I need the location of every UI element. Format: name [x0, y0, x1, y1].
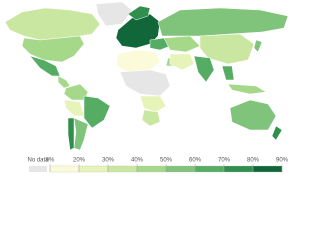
legend-swatch: [78, 165, 109, 173]
country: [199, 33, 255, 65]
country: [83, 95, 111, 129]
legend-tick-label: 80%: [247, 158, 260, 164]
legend-swatch: [194, 165, 225, 173]
country: [141, 109, 161, 127]
country: [127, 5, 151, 21]
country: [139, 95, 167, 113]
country: [57, 75, 71, 89]
country: [193, 55, 215, 83]
country: [221, 65, 235, 81]
country: [4, 7, 101, 41]
country: [163, 35, 201, 53]
legend-tick-label: 30%: [102, 158, 115, 164]
legend: No data 0% 20% 30% 40% 50% 60% 70% 80% 90%: [27, 158, 289, 173]
country: [169, 53, 195, 71]
country: [21, 35, 85, 63]
legend-swatch: [223, 165, 254, 173]
country: [227, 83, 267, 95]
no-data-label: No data: [27, 158, 49, 164]
country: [115, 49, 161, 73]
legend-swatch: [107, 165, 138, 173]
country: [73, 117, 89, 151]
legend-swatch: [136, 165, 167, 173]
country: [95, 1, 133, 27]
legend-tick-label: 50%: [160, 158, 173, 164]
country: [119, 69, 171, 97]
legend-tick-label: 90%: [276, 158, 289, 164]
no-data-swatch: [29, 166, 47, 172]
legend-tick-label: 0%: [46, 158, 55, 164]
legend-swatch: [165, 165, 196, 173]
legend-tick-label: 40%: [131, 158, 144, 164]
country: [157, 7, 289, 37]
legend-tick-label: 60%: [189, 158, 202, 164]
country: [149, 37, 171, 51]
world-map: [4, 1, 289, 151]
map: No data 0% 20% 30% 40% 50% 60% 70% 80% 90%: [4, 1, 289, 173]
legend-tick-label: 70%: [218, 158, 231, 164]
country: [229, 99, 277, 131]
legend-swatch: [49, 165, 80, 173]
country: [271, 125, 283, 141]
country: [63, 99, 85, 117]
country: [67, 117, 75, 151]
country: [253, 39, 263, 53]
country: [29, 55, 61, 77]
legend-swatch: [252, 165, 283, 173]
legend-tick-label: 20%: [73, 158, 86, 164]
